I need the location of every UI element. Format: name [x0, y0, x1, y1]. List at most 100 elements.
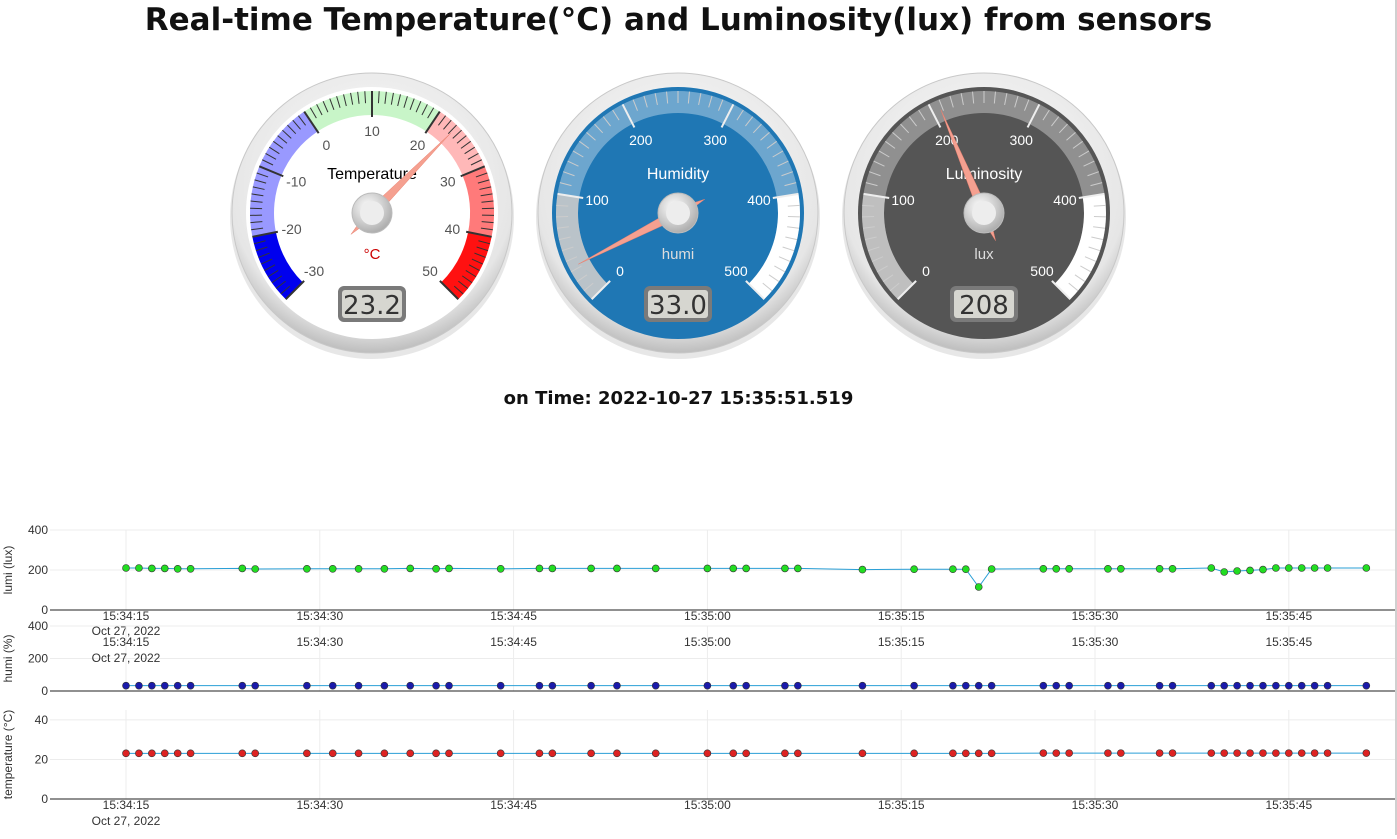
gauge-tick-label: 500: [1030, 263, 1054, 279]
gauge-tick-label: -20: [281, 221, 301, 237]
chart-point: [1169, 565, 1176, 572]
chart-point: [355, 750, 362, 757]
gauge-value-display: 208: [959, 291, 1009, 321]
chart-point: [859, 750, 866, 757]
chart-point: [652, 565, 659, 572]
chart-point: [988, 750, 995, 757]
chart-point: [123, 750, 130, 757]
chart-point: [859, 682, 866, 689]
chart-ylabel: lumi (lux): [1, 546, 15, 595]
chart-xtick-label: 15:35:00: [684, 798, 731, 812]
chart-point: [549, 750, 556, 757]
chart-point: [174, 750, 181, 757]
chart-point: [652, 682, 659, 689]
chart-ylabel: temperature (°C): [1, 710, 15, 800]
chart-point: [1311, 682, 1318, 689]
chart-point: [1298, 682, 1305, 689]
chart-point: [1156, 750, 1163, 757]
chart-point: [1104, 565, 1111, 572]
gauge-tick-label: 0: [323, 137, 331, 153]
chart-point: [975, 750, 982, 757]
chart-xtick-label: 15:34:15: [103, 798, 150, 812]
gauge-tick-label: 100: [585, 192, 609, 208]
chart-ytick-label: 0: [41, 603, 48, 617]
chart-point: [975, 584, 982, 591]
chart-point: [730, 565, 737, 572]
chart-point: [252, 750, 259, 757]
chart-point: [1272, 750, 1279, 757]
chart-point: [988, 566, 995, 573]
chart-point: [381, 750, 388, 757]
chart-point: [613, 565, 620, 572]
chart-xtick-label: 15:35:45: [1265, 798, 1312, 812]
chart-point: [1311, 565, 1318, 572]
chart-point: [949, 682, 956, 689]
chart-point: [239, 750, 246, 757]
gauge-tick-label: 50: [422, 263, 438, 279]
chart-ytick-label: 0: [41, 792, 48, 806]
chart-point: [161, 750, 168, 757]
chart-point: [329, 682, 336, 689]
chart-point: [704, 565, 711, 572]
chart-point: [407, 682, 414, 689]
chart-point: [148, 565, 155, 572]
chart-point: [433, 682, 440, 689]
chart-point: [1053, 750, 1060, 757]
chart-point: [704, 682, 711, 689]
chart-ytick-label: 400: [28, 619, 48, 633]
chart-point: [446, 565, 453, 572]
chart-point: [704, 750, 711, 757]
gauge-value-display: 33.0: [649, 291, 707, 321]
chart-point: [1363, 682, 1370, 689]
chart-point: [187, 682, 194, 689]
chart-point: [174, 682, 181, 689]
chart-point: [1285, 682, 1292, 689]
gauge-tick-label: 30: [440, 174, 456, 190]
chart-xtick-label: 15:34:45: [490, 609, 537, 623]
chart-point: [1040, 682, 1047, 689]
chart-point: [549, 682, 556, 689]
chart-point: [497, 682, 504, 689]
chart-point: [1208, 565, 1215, 572]
chart-point: [794, 682, 801, 689]
chart-point: [949, 750, 956, 757]
chart-point: [497, 750, 504, 757]
gauge-title: Luminosity: [946, 166, 1022, 183]
chart-point: [911, 682, 918, 689]
chart-point: [1156, 565, 1163, 572]
gauge-tick-label: 300: [1010, 132, 1034, 148]
chart-xdate-label: Oct 27, 2022: [92, 651, 161, 665]
chart-point: [187, 565, 194, 572]
chart-point: [1259, 682, 1266, 689]
chart-point: [1247, 682, 1254, 689]
chart-xtick-label: 15:34:45: [490, 798, 537, 812]
chart-point: [1104, 682, 1111, 689]
chart-point: [1324, 682, 1331, 689]
gauge-knob-cap: [666, 201, 690, 225]
chart-point: [433, 565, 440, 572]
chart-point: [123, 682, 130, 689]
gauge-tick-label: -10: [286, 174, 306, 190]
chart-point: [1221, 569, 1228, 576]
chart-point: [1169, 750, 1176, 757]
chart-ytick-label: 400: [28, 523, 48, 537]
chart-xtick-label: 15:35:30: [1072, 635, 1119, 649]
gauge-knob-cap: [972, 201, 996, 225]
chart-xtick-label: 15:34:45: [490, 635, 537, 649]
chart-point: [303, 750, 310, 757]
chart-point: [1221, 750, 1228, 757]
chart-xtick-label: 15:35:15: [878, 635, 925, 649]
gauge-tick-label: 0: [616, 263, 624, 279]
chart-point: [1221, 682, 1228, 689]
chart-point: [1363, 565, 1370, 572]
gauge-tick-label: 0: [922, 263, 930, 279]
chart-point: [975, 682, 982, 689]
chart-point: [781, 565, 788, 572]
chart-xtick-label: 15:35:45: [1265, 609, 1312, 623]
chart-xtick-label: 15:35:00: [684, 609, 731, 623]
chart-point: [135, 750, 142, 757]
timestamp-label: on Time: 2022-10-27 15:35:51.519: [0, 388, 1357, 409]
gauge-tick-label: 10: [364, 123, 380, 139]
chart-point: [1234, 568, 1241, 575]
